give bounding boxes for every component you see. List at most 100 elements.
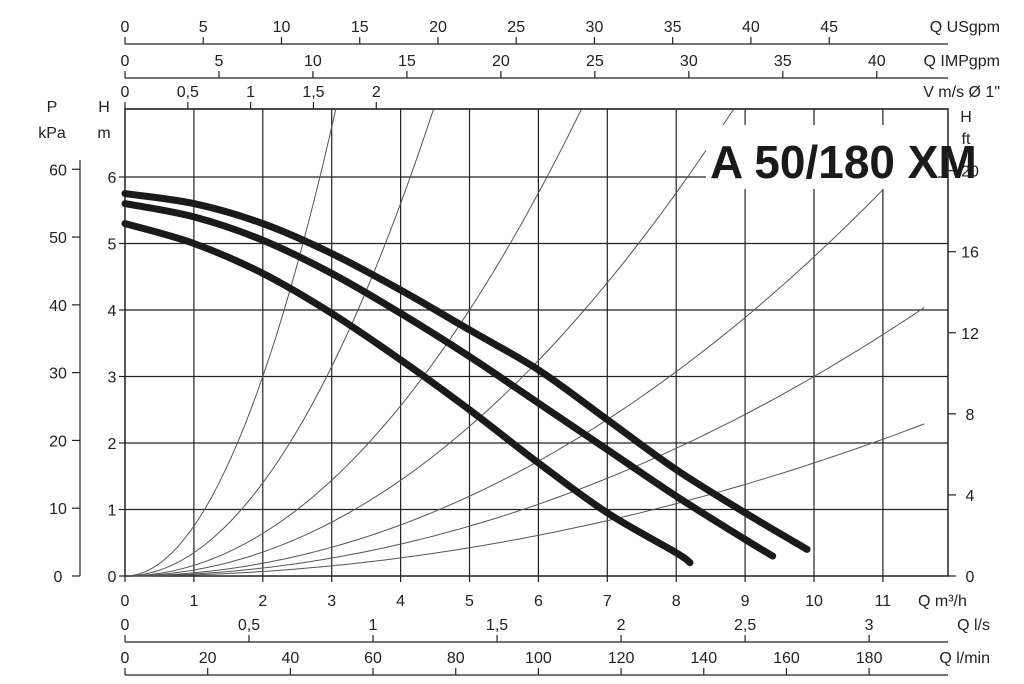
bottom-tick-label-ls: 0: [121, 617, 130, 634]
bottom-tick-label-lmin: 180: [856, 650, 883, 667]
x-tick-label: 1: [189, 593, 198, 610]
system-curve: [131, 108, 582, 577]
x-tick-label: 4: [396, 593, 405, 610]
feet-tick-label: 16: [961, 245, 979, 262]
bottom-tick-label-lmin: 20: [199, 650, 217, 667]
bottom-tick-label-lmin: 60: [364, 650, 382, 667]
top-tick-label-usgpm: 15: [351, 19, 369, 36]
bottom-tick-label-ls: 2,5: [734, 617, 756, 634]
bottom-tick-label-lmin: 160: [773, 650, 800, 667]
performance-curve-3: [121, 220, 694, 567]
pressure-tick-label: 0: [54, 569, 63, 586]
h-tick-label: 3: [108, 370, 117, 387]
x-tick-label: 11: [875, 593, 892, 610]
bottom-tick-label-lmin: 120: [608, 650, 635, 667]
h-tick-label: 2: [108, 436, 117, 453]
top-tick-label-velocity: 2: [372, 84, 381, 101]
x-tick-label: 3: [327, 593, 336, 610]
top-tick-label-impgpm: 30: [680, 53, 698, 70]
top-tick-label-usgpm: 0: [121, 19, 130, 36]
top-tick-label-usgpm: 40: [742, 19, 760, 36]
top-axis-title-impgpm: Q IMPgpm: [924, 53, 1000, 70]
performance-curve-1: [121, 190, 811, 553]
pressure-axis-unit: kPa: [38, 125, 66, 142]
pressure-tick-label: 40: [49, 298, 67, 315]
top-tick-label-impgpm: 35: [774, 53, 792, 70]
pressure-tick-label: 30: [49, 366, 67, 383]
title-background: [706, 125, 938, 189]
x-tick-label: 0: [121, 593, 130, 610]
feet-tick-label: 20: [961, 164, 979, 181]
top-tick-label-impgpm: 25: [586, 53, 604, 70]
h-tick-label: 1: [108, 503, 117, 520]
h-tick-label: 4: [108, 303, 117, 320]
x-axis-title: Q m³/h: [918, 593, 967, 610]
title-layer: A 50/180 XM: [706, 125, 977, 189]
x-tick-label: 2: [258, 593, 267, 610]
pressure-tick-label: 10: [49, 501, 67, 518]
top-tick-label-impgpm: 15: [398, 53, 416, 70]
system-curve: [131, 108, 337, 576]
pressure-tick-label: 60: [49, 162, 67, 179]
system-curves: [131, 108, 925, 577]
top-axis-title-usgpm: Q USgpm: [930, 19, 1000, 36]
bottom-axis-title-ls: Q l/s: [957, 617, 990, 634]
chart-title: A 50/180 XM: [710, 136, 977, 188]
top-tick-label-velocity: 0: [121, 84, 130, 101]
bottom-tick-label-lmin: 40: [281, 650, 299, 667]
top-tick-label-velocity: 1: [246, 84, 255, 101]
bottom-tick-label-ls: 2: [617, 617, 626, 634]
top-tick-label-usgpm: 5: [199, 19, 208, 36]
system-curve: [131, 108, 735, 577]
performance-curve-2: [121, 200, 777, 560]
x-tick-label: 8: [672, 593, 681, 610]
bottom-tick-label-lmin: 100: [525, 650, 552, 667]
top-tick-label-usgpm: 30: [586, 19, 604, 36]
x-tick-label: 7: [603, 593, 612, 610]
h-tick-label: 0: [108, 569, 117, 586]
bottom-tick-label-lmin: 140: [690, 650, 717, 667]
bottom-tick-label-lmin: 0: [121, 650, 130, 667]
bottom-tick-label-ls: 1: [369, 617, 378, 634]
x-tick-label: 10: [805, 593, 823, 610]
feet-axis-title: H: [960, 109, 972, 126]
h-axis-title: H: [98, 99, 110, 116]
h-tick-label: 6: [108, 170, 117, 187]
bottom-tick-label-ls: 0,5: [238, 617, 260, 634]
feet-tick-label: 8: [966, 407, 975, 424]
pressure-tick-label: 20: [49, 433, 67, 450]
top-tick-label-impgpm: 20: [492, 53, 510, 70]
bottom-tick-label-lmin: 80: [447, 650, 465, 667]
pressure-tick-label: 50: [49, 230, 67, 247]
top-tick-label-impgpm: 40: [868, 53, 886, 70]
top-tick-label-velocity: 0,5: [177, 84, 199, 101]
axes-layer: 0 1 2 3 4 5 6 7 8 9 10 11 Q m³/h0123456Hm01020304050…: [38, 19, 1000, 676]
top-tick-label-impgpm: 10: [304, 53, 322, 70]
top-axis-title-velocity: V m/s Ø 1": [923, 84, 1000, 101]
top-tick-label-usgpm: 20: [429, 19, 447, 36]
system-curve: [131, 307, 925, 577]
top-tick-label-velocity: 1,5: [302, 84, 324, 101]
top-tick-label-impgpm: 0: [121, 53, 130, 70]
top-tick-label-usgpm: 35: [664, 19, 682, 36]
x-tick-label: 6: [534, 593, 543, 610]
bottom-tick-label-ls: 1,5: [486, 617, 508, 634]
system-curve: [131, 146, 925, 577]
h-axis-unit: m: [97, 125, 110, 142]
top-tick-label-usgpm: 25: [507, 19, 525, 36]
feet-tick-label: 12: [961, 326, 979, 343]
feet-axis-unit: ft: [962, 131, 971, 148]
x-tick-label: 5: [465, 593, 474, 610]
system-curve: [131, 108, 435, 577]
x-tick-label: 9: [741, 593, 750, 610]
h-tick-label: 5: [108, 237, 117, 254]
top-tick-label-usgpm: 10: [273, 19, 291, 36]
bottom-tick-label-ls: 3: [865, 617, 874, 634]
top-tick-label-impgpm: 5: [215, 53, 224, 70]
performance-curves: [121, 190, 811, 567]
bottom-axis-title-lmin: Q l/min: [939, 650, 990, 667]
system-curve: [131, 423, 925, 577]
pressure-axis-title: P: [47, 99, 58, 116]
